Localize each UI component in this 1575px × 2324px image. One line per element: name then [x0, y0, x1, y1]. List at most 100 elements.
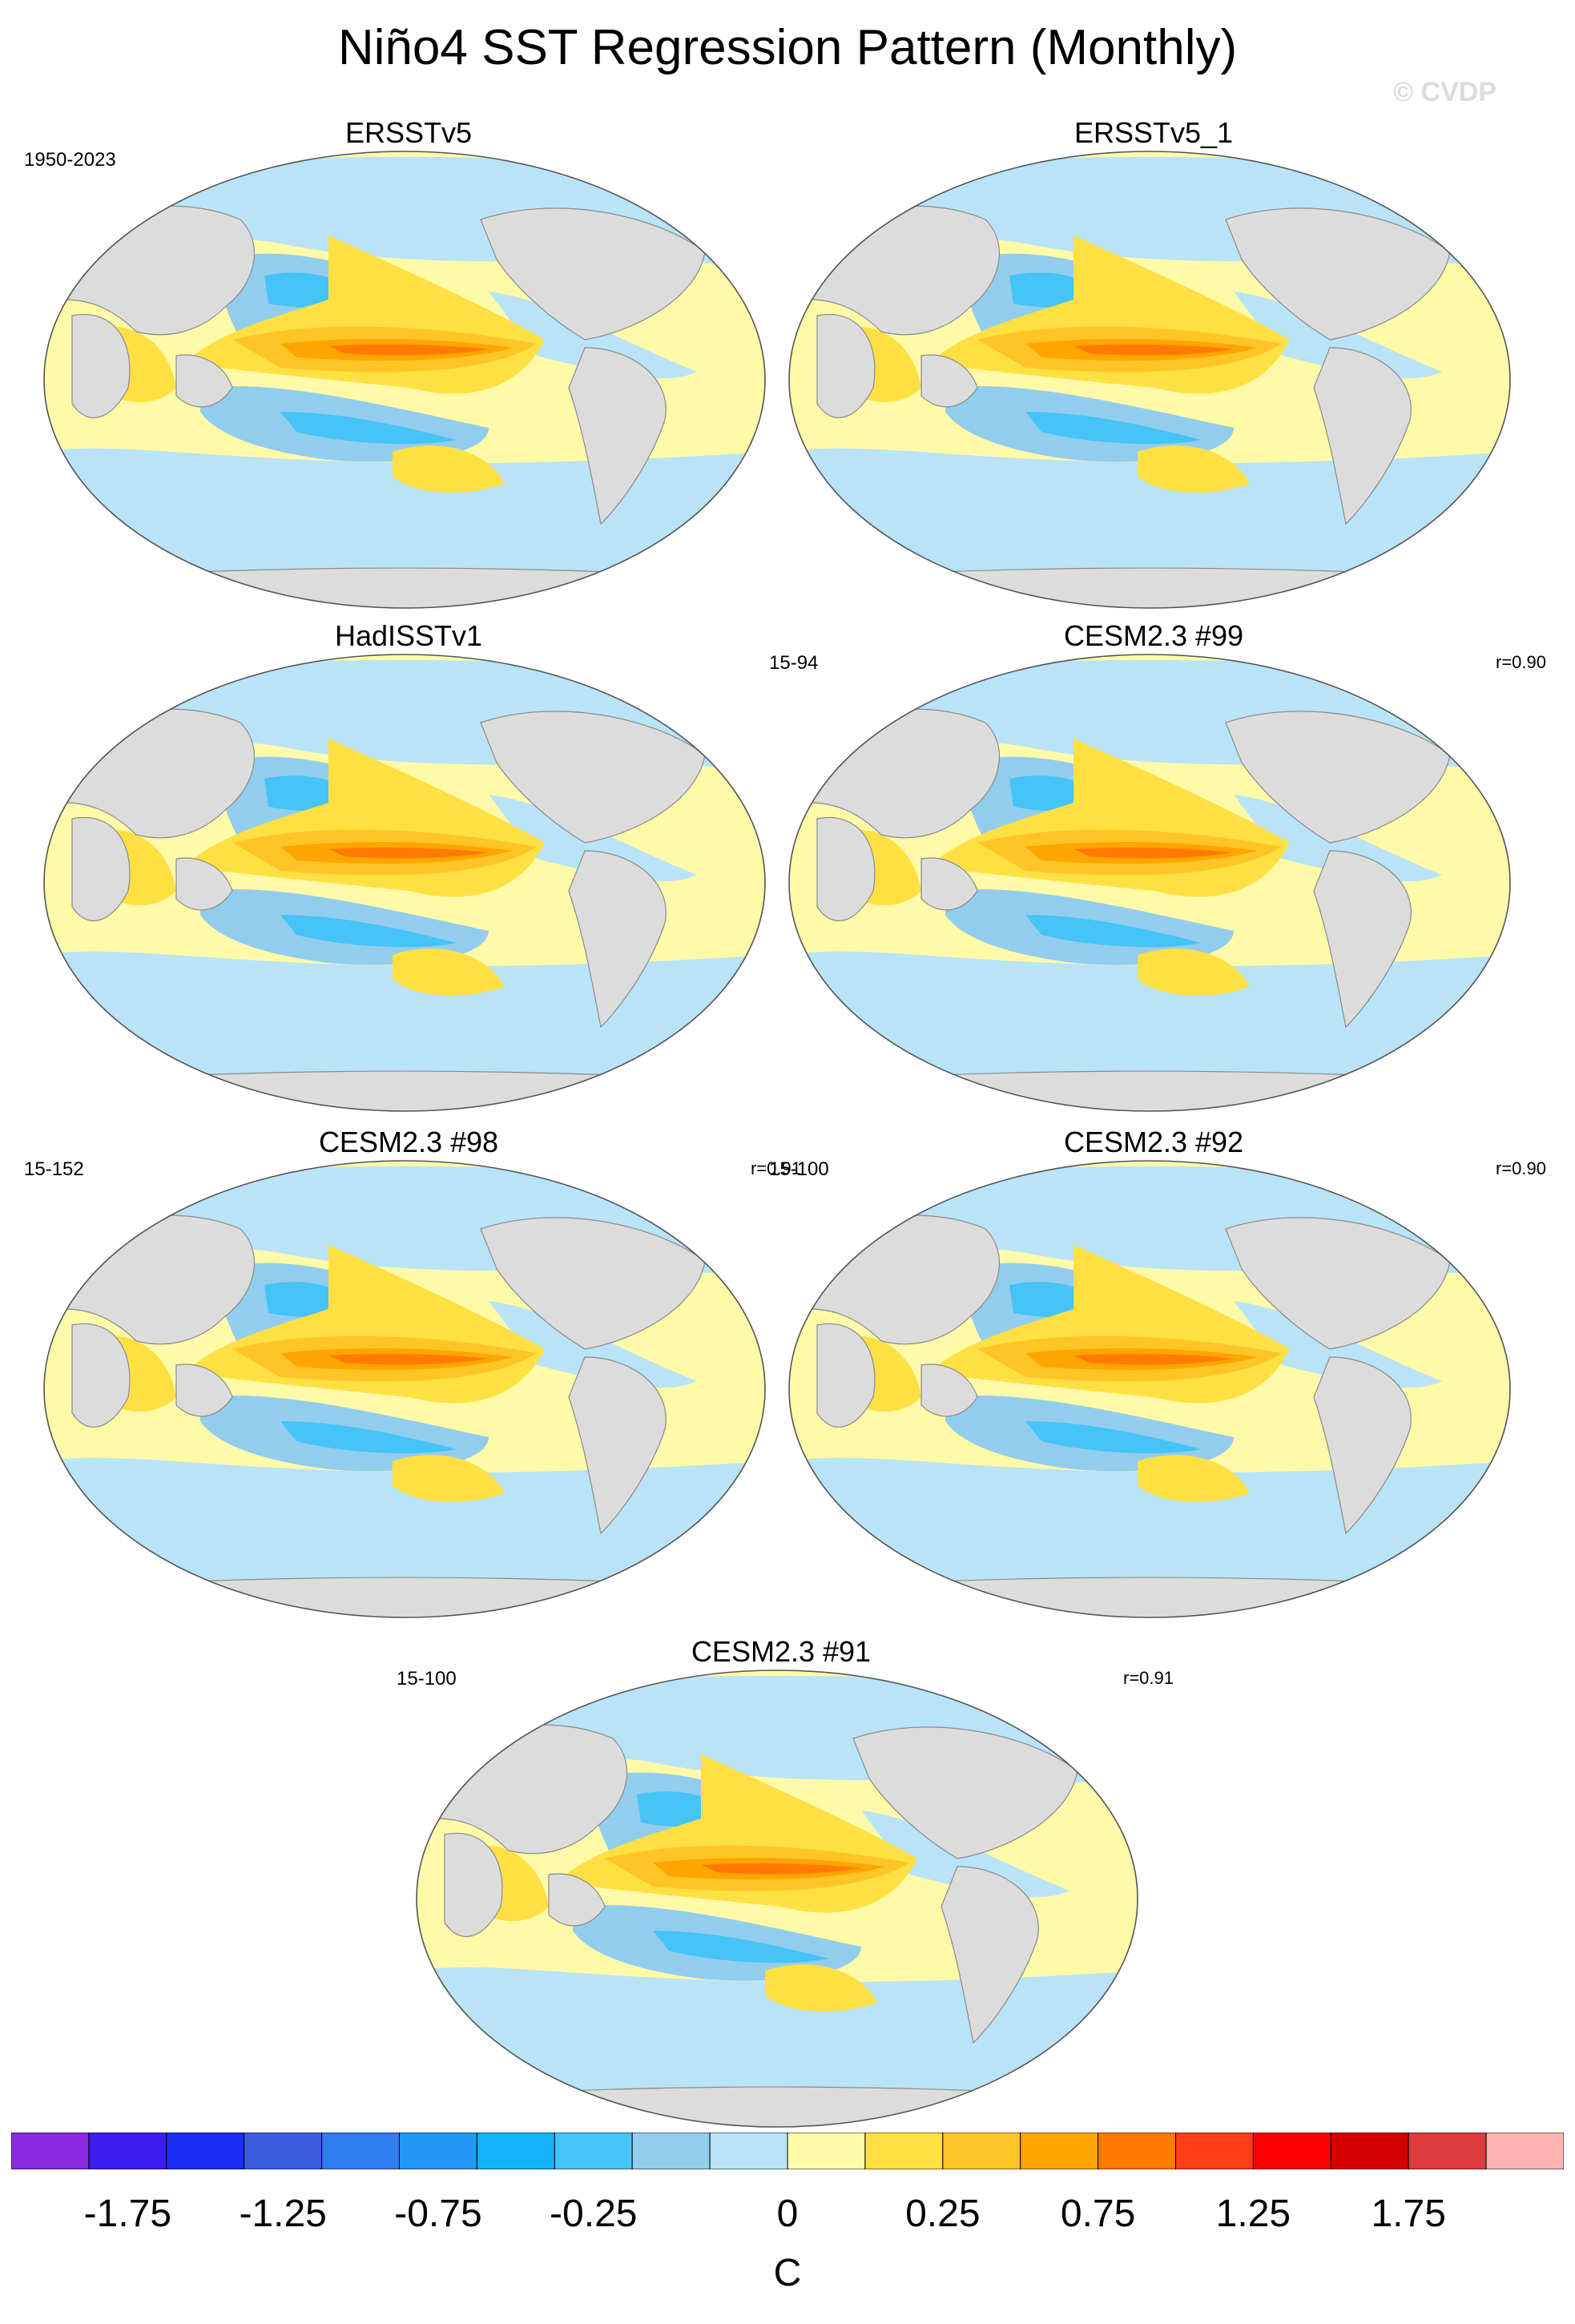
colorbar-swatch [88, 2133, 167, 2169]
map-border [43, 654, 766, 1112]
land-south-america [1313, 347, 1412, 526]
land-africa [444, 1832, 503, 1937]
land-south-america [568, 347, 667, 526]
land-africa [71, 1323, 131, 1428]
south-pacific-core [1025, 1421, 1202, 1454]
south-pacific-core [1025, 915, 1202, 948]
map-border [788, 1160, 1511, 1618]
land-australia [175, 1363, 233, 1417]
land-australia [175, 354, 233, 408]
colorbar-swatch [787, 2133, 866, 2169]
land-antarctica [789, 567, 1510, 608]
south-pacific-core [653, 1931, 829, 1964]
colorbar-swatch [399, 2133, 477, 2169]
land-north-america [852, 1726, 1078, 1859]
colorbar-tick-label: 0.75 [1060, 2193, 1136, 2235]
cvdp-watermark: © CVDP [1393, 77, 1496, 107]
pacific-warm-core [1073, 344, 1234, 356]
colorbar-swatch [1098, 2133, 1176, 2169]
pacific-warm-core [328, 344, 489, 356]
land-north-america [1225, 207, 1451, 340]
colorbar-swatch [166, 2133, 245, 2169]
panel-correlation-label: r=0.90 [1496, 1158, 1546, 1178]
colorbar-tick-label: -1.25 [239, 2193, 327, 2235]
land-australia [175, 857, 233, 911]
colorbar-swatch [321, 2133, 401, 2169]
land-africa [71, 313, 131, 418]
colorbar-swatch [1408, 2133, 1487, 2169]
panel-years-label: 15-100 [769, 1158, 829, 1180]
colorbar-swatch [631, 2133, 711, 2169]
land-africa [816, 1323, 876, 1428]
land-antarctica [417, 2086, 1138, 2127]
pacific-warm-core [1073, 847, 1234, 859]
land-north-america [480, 1217, 706, 1350]
colorbar-units: C [773, 2252, 802, 2294]
colorbar-swatch [1485, 2133, 1564, 2169]
land-africa [71, 816, 131, 921]
colorbar-swatch [1330, 2133, 1409, 2169]
map-panel: CESM2.3 #98 15-152 r=0.91 [24, 1125, 801, 1620]
colorbar-swatch [244, 2133, 323, 2169]
south-pacific-warm [393, 1455, 505, 1502]
colorbar-tick-label: 0.25 [905, 2193, 981, 2235]
colorbar-swatch [1175, 2133, 1254, 2169]
map-panel: ERSSTv5 1950-2023 [24, 115, 777, 610]
sst-map [788, 654, 1511, 1112]
land-south-america [941, 1866, 1039, 2044]
panel-title: CESM2.3 #91 [691, 1635, 872, 1668]
map-border [43, 1160, 766, 1618]
colorbar-tick-label: 1.25 [1215, 2193, 1291, 2235]
colorbar-swatch [942, 2133, 1021, 2169]
south-pacific-core [280, 915, 457, 948]
figure-title: Niño4 SST Regression Pattern (Monthly) [337, 20, 1238, 75]
colorbar-swatch [864, 2133, 944, 2169]
colorbar-swatch [554, 2133, 633, 2169]
colorbar-tick-label: 1.75 [1371, 2193, 1446, 2235]
colorbar [11, 2133, 1564, 2169]
sst-map [43, 151, 766, 609]
land-south-america [568, 1356, 667, 1535]
south-pacific-warm [1138, 949, 1250, 996]
land-africa [816, 313, 876, 418]
panel-years-label: 15-100 [397, 1668, 457, 1690]
land-australia [548, 1873, 606, 1927]
panel-title: HadISSTv1 [334, 619, 483, 652]
land-australia [920, 857, 978, 911]
map-border [43, 151, 766, 609]
land-south-america [1313, 1356, 1412, 1535]
colorbar-tick-label: -1.75 [83, 2193, 172, 2235]
south-pacific-warm [393, 445, 505, 493]
pacific-warm-core [701, 1863, 861, 1875]
map-panel: HadISSTv1 [40, 618, 777, 1114]
colorbar-swatch [709, 2133, 788, 2169]
sst-map [788, 151, 1511, 609]
south-pacific-core [1025, 412, 1202, 445]
panel-title: CESM2.3 #92 [1063, 1126, 1244, 1158]
south-pacific-core [280, 412, 457, 445]
colorbar-tick-label: -0.25 [550, 2193, 638, 2235]
colorbar-swatch [1020, 2133, 1099, 2169]
panel-years-label: 15-94 [769, 652, 819, 674]
panel-title: ERSSTv5 [344, 116, 473, 149]
land-north-america [480, 711, 706, 844]
colorbar-swatch [476, 2133, 555, 2169]
pacific-warm-core [328, 1353, 489, 1365]
sst-map [43, 654, 766, 1112]
pacific-warm-core [328, 847, 489, 859]
map-border [416, 1669, 1138, 2128]
land-antarctica [789, 1070, 1510, 1111]
map-panel: ERSSTv5_1 [785, 115, 1522, 610]
land-south-america [568, 850, 667, 1029]
pacific-warm-core [1073, 1353, 1234, 1365]
land-south-america [1313, 850, 1412, 1029]
panel-years-label: 15-152 [24, 1158, 84, 1180]
map-panel: CESM2.3 #91 15-100 r=0.91 [397, 1634, 1174, 2129]
land-antarctica [44, 567, 765, 608]
map-border [788, 654, 1511, 1112]
map-panel: CESM2.3 #99 15-94 r=0.90 [769, 618, 1546, 1114]
sst-map [43, 1160, 766, 1618]
colorbar-tick-label: -0.75 [394, 2193, 482, 2235]
south-pacific-warm [393, 949, 505, 996]
panel-correlation-label: r=0.90 [1496, 652, 1546, 672]
